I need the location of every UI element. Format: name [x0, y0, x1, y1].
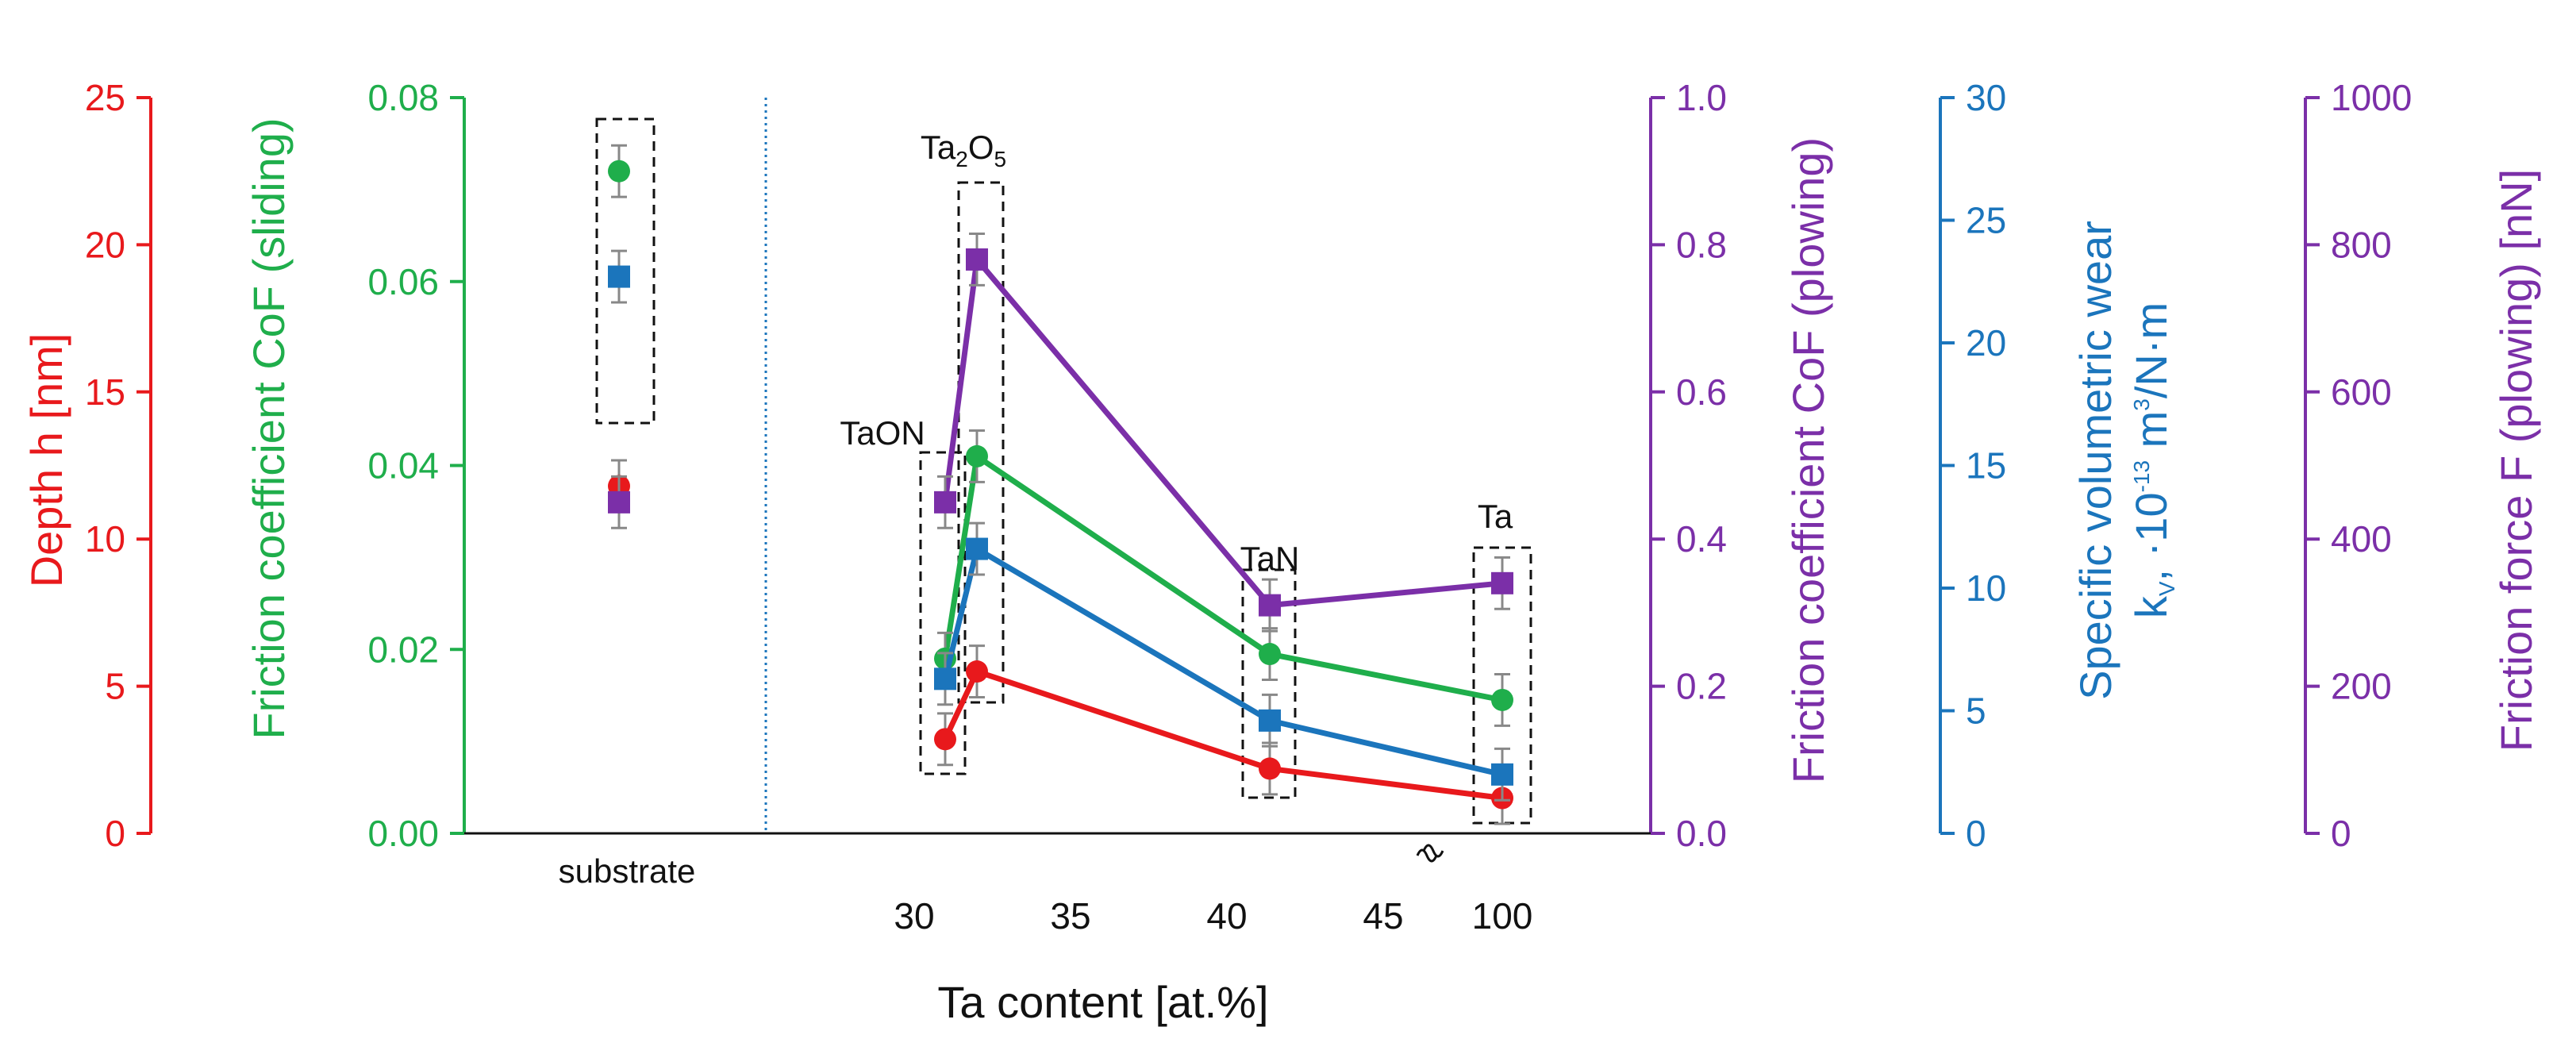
x-axis-title: Ta content [at.%] — [937, 977, 1268, 1027]
substrate-cof-sliding-point — [608, 160, 630, 183]
x-tick-45: 45 — [1363, 895, 1403, 937]
wear-kv-point — [966, 537, 988, 560]
cof-sliding-point — [1259, 643, 1281, 666]
tan-box — [1241, 568, 1297, 799]
phase-label-ta: Ta — [1478, 498, 1513, 535]
depth-axis-title: Depth h [nm] — [21, 333, 71, 588]
depth-h-point — [1259, 757, 1281, 780]
cof_plowing-tick-label: 1.0 — [1676, 77, 1727, 118]
phase-label-ta2o5: Ta2O5 — [921, 129, 1006, 171]
cof_plowing-tick-label: 0.2 — [1676, 666, 1727, 707]
phase-label-tan: TaN — [1240, 540, 1300, 577]
force-tick-label: 1000 — [2331, 77, 2412, 118]
taon-box — [919, 451, 967, 775]
cof-plowing-axis-title: Friction coefficient CoF (plowing) — [1783, 137, 1833, 783]
force-tick-label: 400 — [2331, 518, 2392, 560]
wear-kv-point — [1491, 763, 1513, 786]
wear-tick-label: 30 — [1966, 77, 2006, 118]
axes-layer: 0 5 10 15 20 25 0.00 0.02 0.04 0.06 0.08 0.0 0.2 0.4 0… — [85, 77, 2413, 854]
depth-tick-label: 15 — [85, 371, 125, 413]
cof-plowing-point — [1259, 594, 1281, 617]
wear-kv-line — [942, 546, 1503, 778]
force-tick-label: 600 — [2331, 371, 2392, 413]
wear-tick-label: 20 — [1966, 322, 2006, 364]
substrate-box — [595, 117, 656, 425]
cof-plowing-point — [1491, 571, 1513, 594]
substrate-wear-point — [608, 265, 630, 288]
depth-tick-label: 20 — [85, 224, 125, 265]
substrate-label: substrate — [559, 852, 696, 890]
cof-sliding-line — [942, 453, 1503, 703]
force-axis-title: Friction force F (plowing) [nN] — [2491, 169, 2541, 752]
cof_sliding-tick-label: 0.04 — [367, 445, 439, 487]
cof_plowing-tick-label: 0.4 — [1676, 518, 1727, 560]
force-tick-label: 0 — [2331, 813, 2351, 854]
wear-kv-point — [934, 667, 956, 690]
x-tick-40: 40 — [1206, 895, 1247, 937]
wear-axis-title-line1: Specific volumetric wear — [2070, 221, 2120, 700]
wear-kv-point — [1259, 709, 1281, 732]
force-tick-label: 800 — [2331, 224, 2392, 265]
cof-sliding-point — [1491, 688, 1513, 711]
cof_sliding-tick-label: 0.06 — [367, 261, 439, 302]
cof_plowing-tick-label: 0.6 — [1676, 371, 1727, 413]
cof-sliding-axis-title: Friction coefficient CoF (sliding) — [244, 117, 294, 739]
wear-axis-title-line2: kV, ·10-13 m3/N·m — [2126, 302, 2179, 618]
cof_sliding-tick-label: 0.08 — [367, 77, 439, 118]
boxes-layer — [595, 117, 1532, 825]
wear-tick-label: 25 — [1966, 200, 2006, 241]
axis-break-icon — [1416, 844, 1444, 863]
depth-tick-label: 0 — [105, 813, 125, 854]
force-tick-label: 200 — [2331, 666, 2392, 707]
x-tick-100: 100 — [1472, 895, 1533, 937]
cof-plowing-point — [966, 248, 988, 271]
depth-tick-label: 25 — [85, 77, 125, 118]
depth-tick-label: 5 — [105, 666, 125, 707]
cof_sliding-tick-label: 0.02 — [367, 629, 439, 670]
cof_plowing-tick-label: 0.0 — [1676, 813, 1727, 854]
x-tick-30: 30 — [894, 895, 934, 937]
depth-h-point — [966, 660, 988, 683]
depth-tick-label: 10 — [85, 518, 125, 560]
x-tick-35: 35 — [1050, 895, 1090, 937]
substrate-cof-plowing-point — [608, 490, 630, 514]
cof-sliding-point — [966, 444, 988, 467]
wear-tick-label: 0 — [1966, 813, 1986, 854]
depth-h-point — [934, 728, 956, 751]
cof_sliding-tick-label: 0.00 — [367, 813, 439, 854]
cof-plowing-line — [942, 256, 1503, 609]
series-layer — [608, 144, 1513, 825]
cof_plowing-tick-label: 0.8 — [1676, 224, 1727, 265]
wear-tick-label: 5 — [1966, 690, 1986, 732]
phase-label-taon: TaON — [840, 414, 925, 452]
ta2o5-box — [957, 181, 1005, 704]
wear-tick-label: 10 — [1966, 567, 2006, 609]
wear-tick-label: 15 — [1966, 445, 2006, 487]
depth-h-line — [942, 668, 1503, 801]
cof-plowing-point — [934, 490, 956, 514]
ta-box — [1472, 546, 1532, 825]
